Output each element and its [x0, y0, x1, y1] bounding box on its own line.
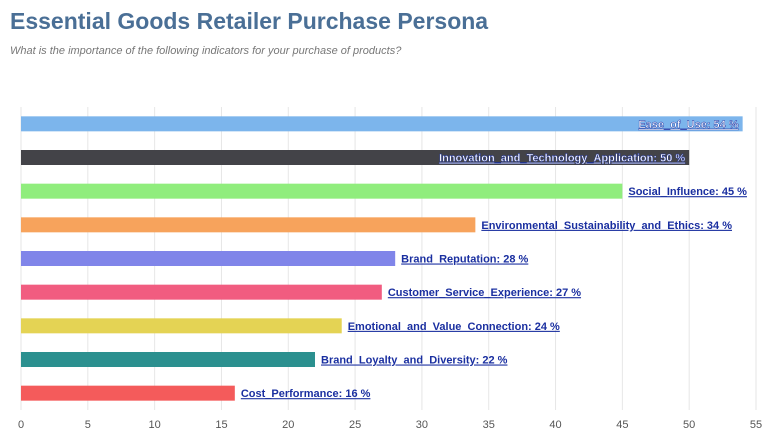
bar-emotional-and-value-connection[interactable] — [21, 318, 342, 334]
x-tick-label: 35 — [483, 419, 495, 431]
x-tick-label: 25 — [349, 419, 361, 431]
x-tick-label: 50 — [683, 419, 695, 431]
bar-ease-of-use[interactable] — [21, 116, 743, 132]
chart-title: Essential Goods Retailer Purchase Person… — [10, 8, 489, 34]
data-label: Environmental_Sustainability_and_Ethics:… — [481, 220, 732, 232]
bar-cost-performance[interactable] — [21, 385, 235, 401]
x-axis-ticks: 0 5 10 15 20 25 30 35 40 45 50 55 — [18, 419, 762, 431]
data-label: Emotional_and_Value_Connection: 24 % — [348, 321, 560, 333]
bar-innovation-and-technology-application[interactable] — [21, 150, 690, 165]
bar-brand-loyalty-and-diversity[interactable] — [21, 352, 315, 367]
bar-environmental-sustainability-and-ethics[interactable] — [21, 217, 476, 233]
bar-customer-service-experience[interactable] — [21, 284, 382, 300]
data-label: Brand_Loyalty_and_Diversity: 22 % — [321, 355, 508, 367]
data-label: Ease_of_Use: 54 % — [638, 119, 738, 131]
data-label: Social_Influence: 45 % — [628, 186, 747, 198]
x-tick-label: 40 — [549, 419, 561, 431]
x-tick-label: 55 — [750, 419, 762, 431]
data-label: Innovation_and_Technology_Application: 5… — [439, 153, 685, 165]
x-tick-label: 5 — [85, 419, 91, 431]
data-label: Cost_Performance: 16 % — [241, 388, 371, 400]
x-tick-label: 15 — [215, 419, 227, 431]
x-tick-label: 0 — [18, 419, 24, 431]
x-tick-label: 30 — [416, 419, 428, 431]
data-labels: Ease_of_Use: 54 % Innovation_and_Technolo… — [241, 119, 747, 401]
bar-brand-reputation[interactable] — [21, 251, 396, 266]
x-tick-label: 10 — [149, 419, 161, 431]
chart-subtitle: What is the importance of the following … — [10, 45, 402, 57]
data-label: Brand_Reputation: 28 % — [401, 254, 528, 266]
data-label: Customer_Service_Experience: 27 % — [388, 287, 581, 299]
x-tick-label: 45 — [616, 419, 628, 431]
bar-social-influence[interactable] — [21, 183, 623, 199]
bars — [21, 116, 743, 401]
x-tick-label: 20 — [282, 419, 294, 431]
